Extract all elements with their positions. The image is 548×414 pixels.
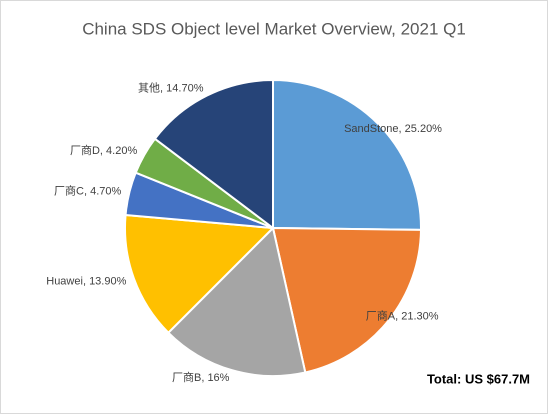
chart-title: China SDS Object level Market Overview, …: [82, 19, 466, 38]
data-label: 厂商D, 4.20%: [70, 143, 137, 157]
value-label: 25.20%: [405, 123, 443, 135]
label-separator: ,: [84, 185, 90, 197]
label-separator: ,: [100, 145, 106, 157]
category-label: 厂商A: [366, 309, 396, 323]
label-separator: ,: [83, 275, 89, 287]
category-label: 厂商B: [172, 370, 201, 384]
data-label: SandStone, 25.20%: [344, 123, 442, 135]
data-label: 厂商A, 21.30%: [366, 309, 439, 323]
value-label: 4.20%: [106, 145, 137, 157]
data-label: 厂商C, 4.70%: [54, 183, 121, 197]
value-label: 13.90%: [89, 275, 127, 287]
total-annotation: Total: US $67.7M: [427, 371, 530, 386]
pie-slice: [153, 78, 274, 231]
pie-slice: [272, 78, 422, 231]
data-label: 其他, 14.70%: [138, 81, 204, 94]
value-label: 16%: [207, 372, 229, 384]
category-label: Huawei: [46, 275, 83, 287]
category-label: 厂商C: [54, 183, 84, 197]
value-label: 21.30%: [401, 311, 439, 323]
pie-slice: [166, 226, 307, 377]
value-label: 14.70%: [166, 82, 204, 94]
label-separator: ,: [399, 123, 405, 135]
pie-slice: [271, 226, 423, 374]
category-label: 厂商D: [70, 143, 100, 157]
value-label: 4.70%: [90, 185, 121, 197]
pie-slice: [124, 213, 276, 335]
label-separator: ,: [160, 82, 166, 94]
data-label: Huawei, 13.90%: [46, 275, 126, 287]
category-label: 其他: [138, 81, 160, 94]
data-label: 厂商B, 16%: [172, 370, 230, 384]
label-separator: ,: [201, 372, 207, 384]
label-separator: ,: [395, 311, 401, 323]
category-label: SandStone: [344, 123, 398, 135]
